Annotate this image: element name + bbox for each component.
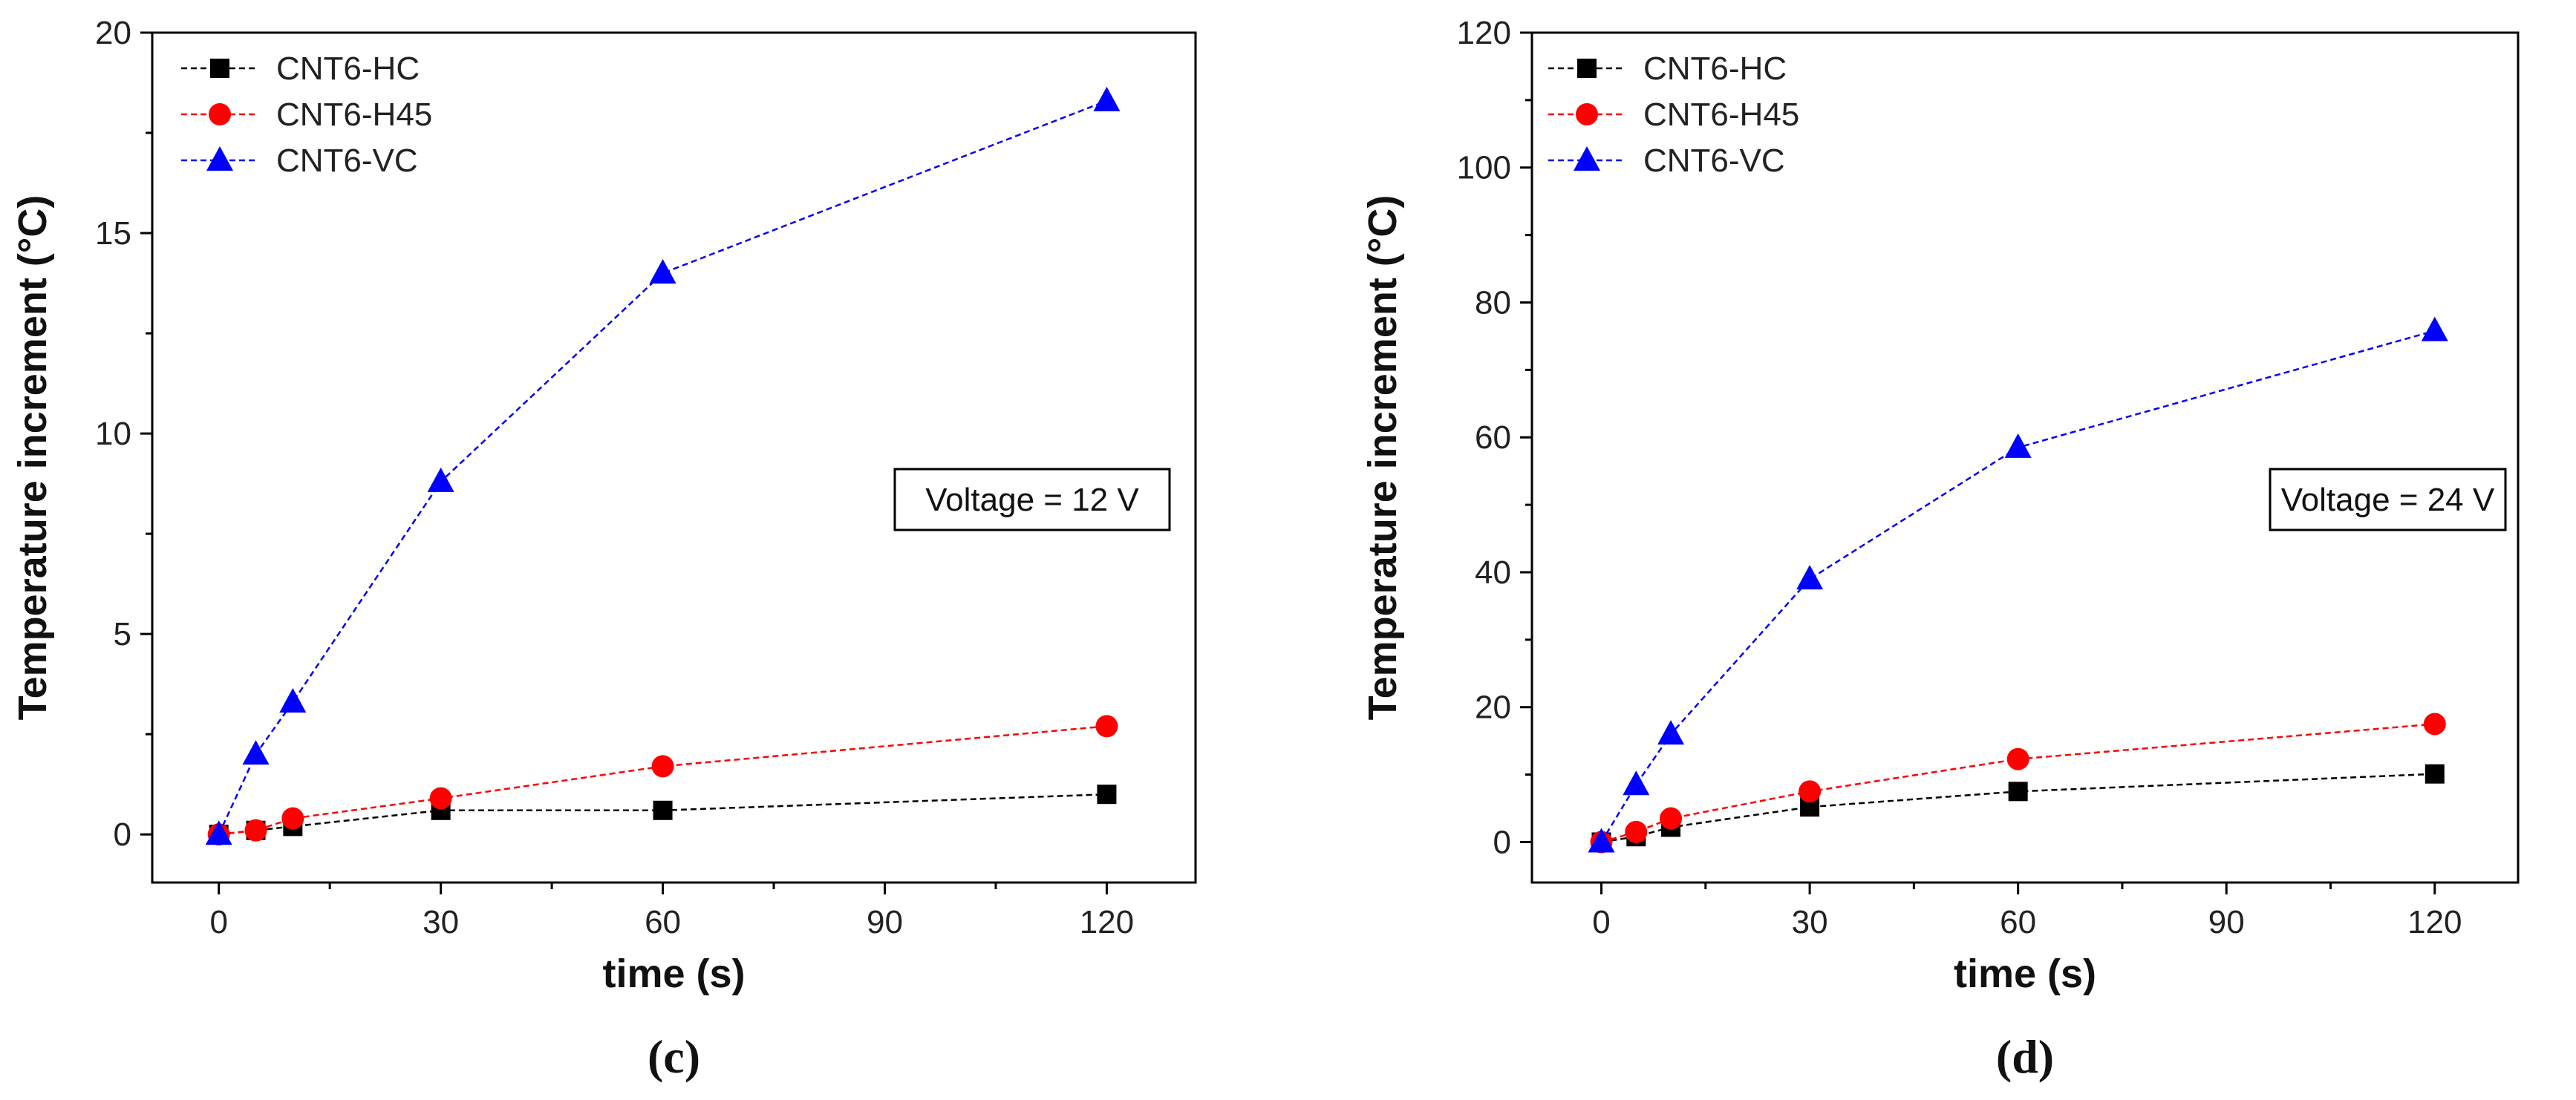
data-point-cnt6-vc — [1093, 86, 1121, 111]
y-tick-label: 40 — [1475, 554, 1511, 591]
y-tick-label: 80 — [1475, 284, 1511, 321]
data-point-cnt6-vc — [1657, 720, 1685, 745]
legend-label: CNT6-HC — [1643, 50, 1787, 87]
legend: CNT6-HC CNT6-H45 CNT6-VC — [1548, 50, 1799, 179]
series-line-cnt6-vc — [1600, 330, 2436, 843]
x-tick-label: 60 — [645, 904, 681, 940]
y-tick-label: 120 — [1457, 15, 1511, 51]
data-point-cnt6-vc — [2421, 316, 2448, 341]
y-tick-label: 20 — [1475, 690, 1511, 726]
data-point-cnt6-vc — [1796, 565, 1824, 590]
y-axis-title: Temperature increment (°C) — [10, 195, 55, 721]
data-point-cnt6-h45 — [1799, 780, 1822, 803]
data-point-cnt6-h45 — [244, 819, 267, 842]
plot-frame — [151, 31, 1197, 884]
legend-marker — [209, 103, 231, 125]
x-tick-label: 30 — [423, 904, 459, 940]
y-tick-label: 0 — [1493, 824, 1511, 860]
data-point-cnt6-vc — [649, 259, 676, 284]
x-tick-label: 90 — [867, 904, 903, 940]
x-tick-label: 90 — [2208, 904, 2245, 940]
data-point-cnt6-vc — [242, 740, 270, 765]
data-point-cnt6-h45 — [2423, 713, 2446, 736]
legend-marker — [1574, 146, 1600, 171]
chart-panel-c: 0 30 60 90 120 0 5 10 15 20 time (s) Temperature in… — [10, 15, 1197, 1083]
data-point-cnt6-hc — [1097, 785, 1117, 805]
data-point-cnt6-vc — [1623, 770, 1650, 796]
y-axis-title: Temperature increment (°C) — [1360, 195, 1405, 721]
annotation-text: Voltage = 12 V — [925, 482, 1139, 518]
x-tick-label: 30 — [1792, 904, 1828, 940]
x-tick-label: 120 — [2407, 904, 2462, 940]
annotation-text: Voltage = 24 V — [2281, 482, 2495, 518]
y-tick-label: 0 — [114, 816, 131, 853]
y-tick-label: 60 — [1475, 419, 1511, 456]
data-point-cnt6-h45 — [2006, 747, 2029, 770]
legend-marker — [1577, 59, 1597, 78]
x-axis-title: time (s) — [1954, 952, 2096, 996]
legend-label: CNT6-VC — [1643, 143, 1785, 179]
y-tick-label: 100 — [1457, 150, 1511, 186]
annotation-box — [893, 468, 1171, 531]
legend-marker — [1576, 103, 1598, 125]
series-line-cnt6-vc — [218, 99, 1107, 835]
data-point-cnt6-hc — [2008, 782, 2028, 802]
legend-marker — [210, 59, 229, 78]
data-point-cnt6-h45 — [1625, 820, 1648, 843]
plot-frame — [1530, 31, 2520, 884]
y-tick-label: 15 — [95, 215, 131, 252]
data-point-cnt6-h45 — [429, 787, 452, 810]
annotation-box — [2269, 468, 2507, 531]
data-point-cnt6-hc — [653, 800, 673, 820]
panel-label: (d) — [1996, 1030, 2054, 1083]
x-tick-label: 120 — [1080, 904, 1134, 940]
data-point-cnt6-hc — [2425, 764, 2445, 784]
legend-label: CNT6-H45 — [276, 96, 432, 133]
data-point-cnt6-h45 — [651, 755, 674, 778]
legend-label: CNT6-VC — [276, 143, 418, 179]
data-point-cnt6-vc — [279, 687, 307, 713]
chart-panel-d: 0 30 60 90 120 0 20 40 60 80 100 120 time (s) Tempera… — [1360, 15, 2520, 1083]
y-tick-label: 20 — [95, 15, 131, 51]
legend-marker — [206, 146, 233, 171]
legend-label: CNT6-H45 — [1643, 96, 1799, 133]
x-tick-label: 0 — [1592, 904, 1610, 940]
panel-label: (c) — [648, 1030, 700, 1083]
data-point-cnt6-h45 — [1095, 715, 1118, 738]
x-tick-label: 60 — [2000, 904, 2036, 940]
data-point-cnt6-h45 — [1660, 807, 1683, 830]
data-point-cnt6-vc — [427, 467, 454, 492]
legend: CNT6-HC CNT6-H45 CNT6-VC — [181, 50, 432, 179]
legend-label: CNT6-HC — [276, 50, 420, 87]
data-point-cnt6-h45 — [281, 807, 304, 830]
y-tick-label: 10 — [95, 416, 131, 452]
data-point-cnt6-vc — [2004, 433, 2032, 458]
x-tick-label: 0 — [209, 904, 227, 940]
y-tick-label: 5 — [114, 616, 131, 652]
x-axis-title: time (s) — [602, 952, 745, 996]
data-point-cnt6-vc — [205, 820, 232, 845]
data-point-cnt6-vc — [1588, 828, 1615, 853]
